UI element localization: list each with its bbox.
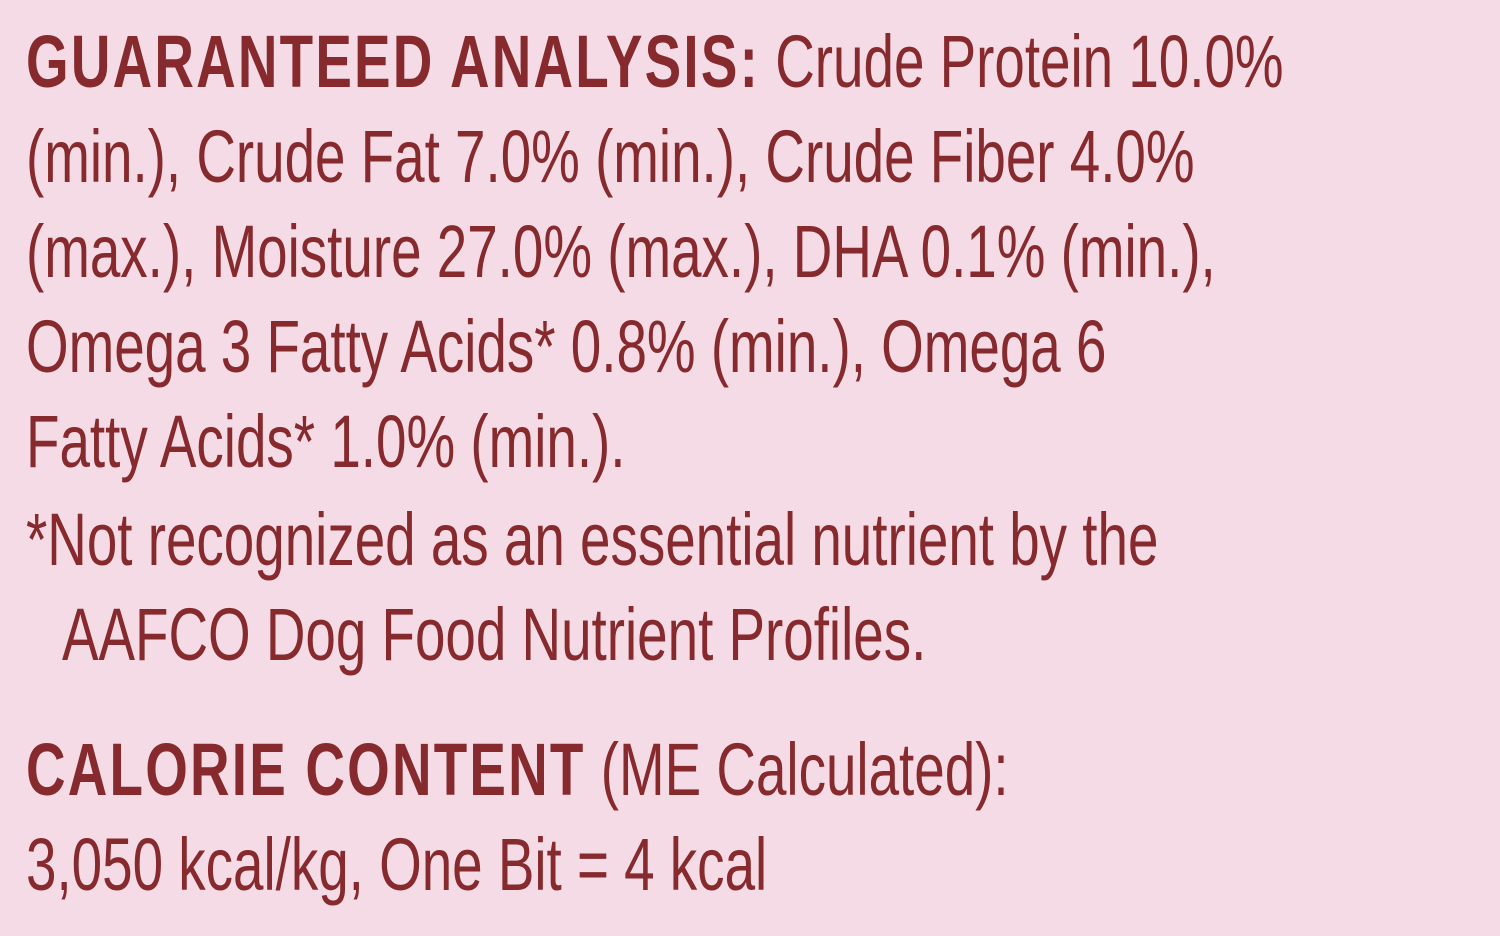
calorie-subheading: (ME Calculated):	[600, 728, 1009, 811]
analysis-line-3: (max.), Moisture 27.0% (max.), DHA 0.1% …	[26, 210, 1216, 293]
analysis-line-1: GUARANTEED ANALYSIS: Crude Protein 10.0%	[26, 22, 1284, 102]
analysis-text: Crude Protein 10.0%	[775, 20, 1284, 103]
calorie-heading-line: CALORIE CONTENT (ME Calculated):	[26, 730, 1009, 810]
analysis-line-5: Fatty Acids* 1.0% (min.).	[26, 400, 626, 483]
calorie-heading: CALORIE CONTENT	[26, 728, 586, 811]
footnote-line-1: *Not recognized as an essential nutrient…	[26, 498, 1159, 581]
calorie-value: 3,050 kcal/kg, One Bit = 4 kcal	[26, 823, 768, 906]
analysis-heading: GUARANTEED ANALYSIS:	[26, 20, 761, 103]
analysis-line-4: Omega 3 Fatty Acids* 0.8% (min.), Omega …	[26, 305, 1107, 388]
analysis-line-2: (min.), Crude Fat 7.0% (min.), Crude Fib…	[26, 115, 1195, 198]
footnote-line-2: AAFCO Dog Food Nutrient Profiles.	[62, 593, 927, 676]
